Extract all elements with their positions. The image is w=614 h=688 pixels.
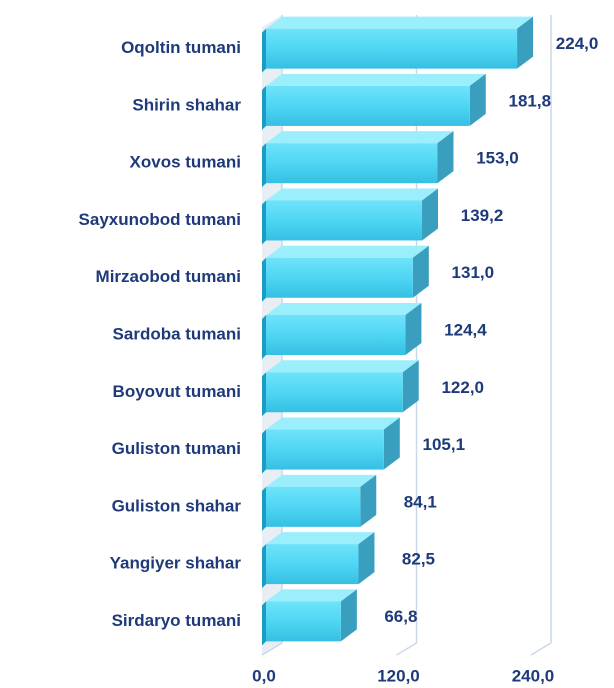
bar: [266, 257, 413, 298]
value-label: 122,0: [441, 378, 484, 397]
grid-line: [530, 642, 552, 656]
bar-side: [262, 257, 266, 302]
bar-side: [262, 601, 266, 646]
bar: [266, 28, 518, 69]
grid-line: [261, 642, 283, 656]
bar-end: [469, 73, 486, 126]
bar-top: [266, 131, 454, 144]
bar-top: [266, 303, 422, 315]
bar-top: [266, 589, 357, 602]
bar-side: [262, 28, 266, 73]
category-label: Mirzaobod tumani: [96, 267, 241, 286]
bar-end: [422, 188, 439, 241]
bar-top: [266, 417, 400, 430]
bar-end: [412, 245, 429, 298]
bar-end: [360, 474, 377, 527]
value-label: 153,0: [476, 149, 519, 168]
bar-top: [266, 188, 439, 201]
bar-end: [437, 131, 454, 184]
value-label: 224,0: [556, 34, 599, 53]
bar-end: [383, 417, 400, 470]
value-label: 124,4: [444, 320, 487, 339]
category-label: Yangiyer shahar: [110, 554, 242, 573]
value-label: 131,0: [452, 263, 495, 282]
value-label: 139,2: [461, 206, 504, 225]
value-label: 84,1: [404, 492, 437, 511]
value-label: 181,8: [508, 91, 551, 110]
category-label: Guliston tumani: [112, 439, 241, 458]
bar: [266, 544, 359, 585]
category-label: Sayxunobod tumani: [79, 210, 241, 229]
bar: [266, 429, 384, 470]
bar-side: [262, 143, 266, 188]
bar-end: [405, 303, 422, 355]
category-label: Sardoba tumani: [113, 324, 241, 343]
bar: [266, 143, 438, 184]
category-label: Sirdaryo tumani: [112, 611, 241, 630]
bar-side: [262, 544, 266, 589]
bar: [266, 315, 406, 355]
category-label: Shirin shahar: [132, 95, 241, 114]
bar-side: [262, 85, 266, 130]
value-label: 105,1: [423, 435, 466, 454]
bar: [266, 85, 470, 126]
category-label: Boyovut tumani: [113, 382, 241, 401]
x-tick-label: 0,0: [252, 666, 276, 685]
bar-side: [262, 429, 266, 474]
x-tick-label: 240,0: [512, 666, 555, 685]
bar-side: [262, 372, 266, 417]
bar-top: [266, 16, 534, 29]
bar: [266, 601, 341, 642]
value-label: 66,8: [384, 607, 417, 626]
bar: [266, 486, 361, 527]
bar-side: [262, 486, 266, 531]
bar-end: [402, 360, 419, 413]
bar-top: [266, 532, 375, 545]
x-tick-label: 120,0: [377, 666, 420, 685]
bar-top: [266, 474, 377, 487]
grid-line: [396, 642, 417, 656]
bar-top: [266, 360, 419, 373]
bar-top: [266, 73, 486, 86]
value-label: 82,5: [402, 550, 435, 569]
bar-end: [358, 532, 375, 585]
bar-side: [262, 315, 266, 359]
bar-side: [262, 200, 266, 245]
bar-top: [266, 245, 429, 258]
category-label: Oqoltin tumani: [121, 38, 241, 57]
bar-end: [517, 16, 534, 69]
bar: [266, 200, 423, 241]
category-label: Xovos tumani: [130, 153, 241, 172]
bar-end: [340, 589, 357, 642]
category-label: Guliston shahar: [112, 496, 242, 515]
bar: [266, 372, 403, 413]
